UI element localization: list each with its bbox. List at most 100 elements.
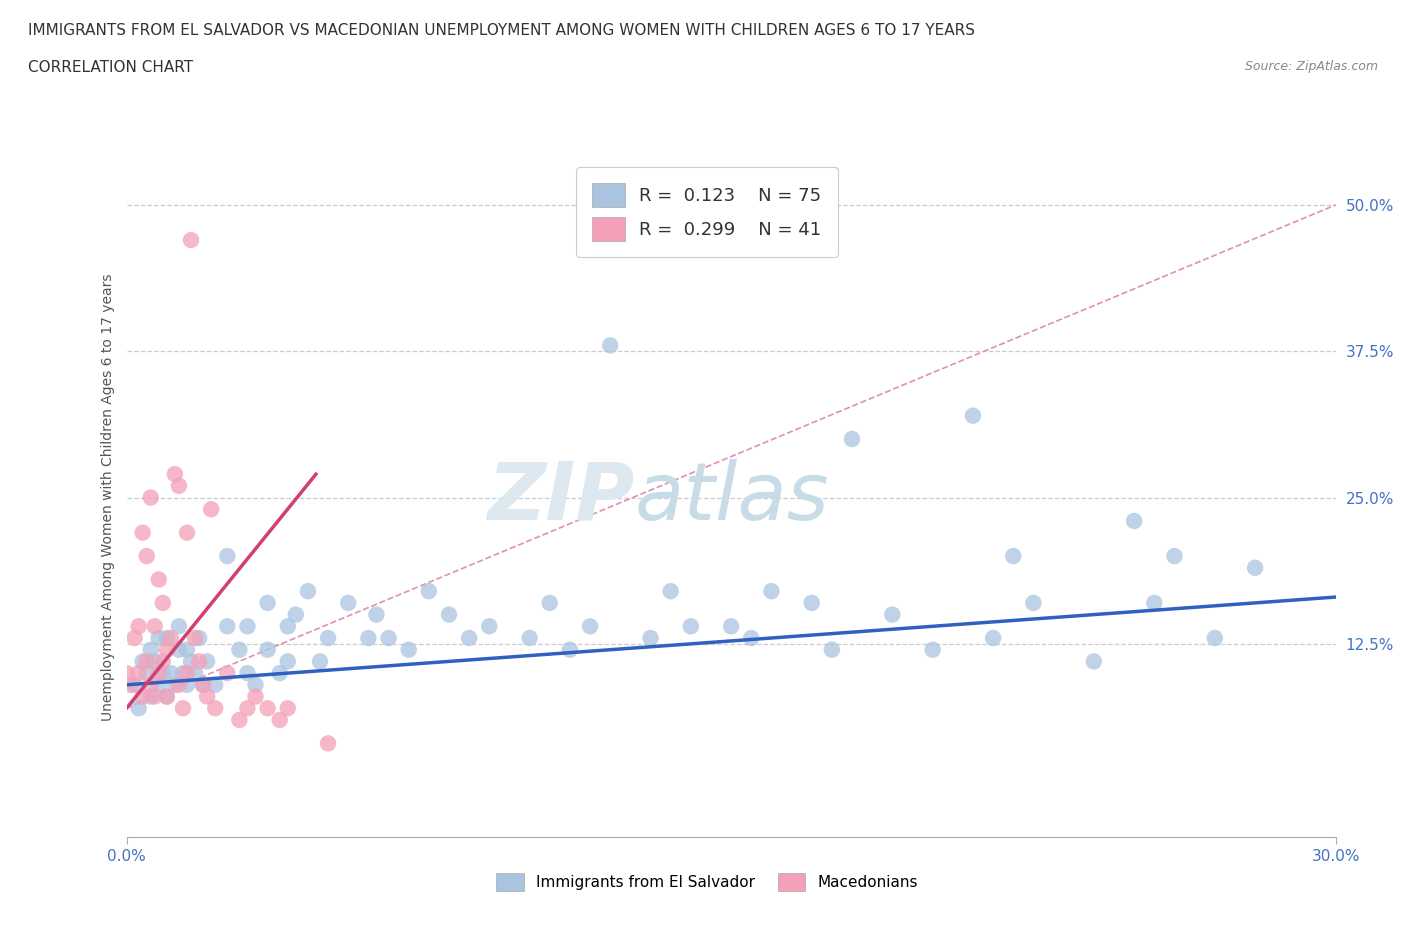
Point [599,338,621,352]
Point [204,677,226,692]
Point [228,643,250,658]
Point [152,654,174,669]
Point [184,666,207,681]
Point [135,549,157,564]
Point [1123,513,1146,528]
Point [256,595,278,610]
Point [217,549,239,564]
Point [1143,595,1166,610]
Point [800,595,823,610]
Point [124,631,146,645]
Point [148,631,170,645]
Point [115,666,138,681]
Point [143,618,166,633]
Y-axis label: Unemployment Among Women with Children Ages 6 to 17 years: Unemployment Among Women with Children A… [101,273,115,722]
Point [269,666,291,681]
Point [1083,654,1105,669]
Point [377,631,399,645]
Point [143,689,166,704]
Point [160,666,183,681]
Point [228,712,250,727]
Point [188,631,211,645]
Point [180,654,202,669]
Point [167,618,190,633]
Point [236,618,259,633]
Point [176,525,198,540]
Point [418,584,440,599]
Point [143,654,166,669]
Point [277,618,299,633]
Point [236,666,259,681]
Point [256,643,278,658]
Point [148,677,170,692]
Point [131,689,153,704]
Point [1244,561,1267,576]
Text: ZIP: ZIP [486,458,634,537]
Point [398,643,420,658]
Point [131,654,153,669]
Point [163,467,186,482]
Legend: Immigrants from El Salvador, Macedonians: Immigrants from El Salvador, Macedonians [489,868,924,897]
Point [167,677,190,692]
Point [316,736,339,751]
Point [176,643,198,658]
Point [284,607,307,622]
Point [139,689,162,704]
Text: IMMIGRANTS FROM EL SALVADOR VS MACEDONIAN UNEMPLOYMENT AMONG WOMEN WITH CHILDREN: IMMIGRANTS FROM EL SALVADOR VS MACEDONIA… [28,23,976,38]
Point [519,631,541,645]
Point [538,595,561,610]
Point [200,502,222,517]
Point [579,618,602,633]
Point [217,666,239,681]
Point [152,666,174,681]
Point [135,666,157,681]
Point [124,677,146,692]
Point [139,490,162,505]
Point [160,631,183,645]
Point [981,631,1004,645]
Point [478,618,501,633]
Point [156,689,179,704]
Point [659,584,682,599]
Point [217,618,239,633]
Point [191,677,214,692]
Point [163,677,186,692]
Point [1002,549,1025,564]
Point [156,689,179,704]
Point [167,643,190,658]
Point [128,666,150,681]
Point [1163,549,1185,564]
Point [297,584,319,599]
Point [256,701,278,716]
Point [962,408,984,423]
Point [128,618,150,633]
Point [558,643,581,658]
Point [269,712,291,727]
Point [357,631,380,645]
Point [156,643,179,658]
Point [277,701,299,716]
Point [882,607,904,622]
Point [128,701,150,716]
Point [191,677,214,692]
Point [172,666,194,681]
Text: CORRELATION CHART: CORRELATION CHART [28,60,193,75]
Point [458,631,481,645]
Point [172,701,194,716]
Point [131,525,153,540]
Point [188,654,211,669]
Point [236,701,259,716]
Point [245,689,267,704]
Point [841,432,863,446]
Point [135,654,157,669]
Point [156,631,179,645]
Point [821,643,844,658]
Point [761,584,783,599]
Point [366,607,388,622]
Point [176,677,198,692]
Point [148,666,170,681]
Point [180,232,202,247]
Point [176,666,198,681]
Point [720,618,742,633]
Point [1204,631,1226,645]
